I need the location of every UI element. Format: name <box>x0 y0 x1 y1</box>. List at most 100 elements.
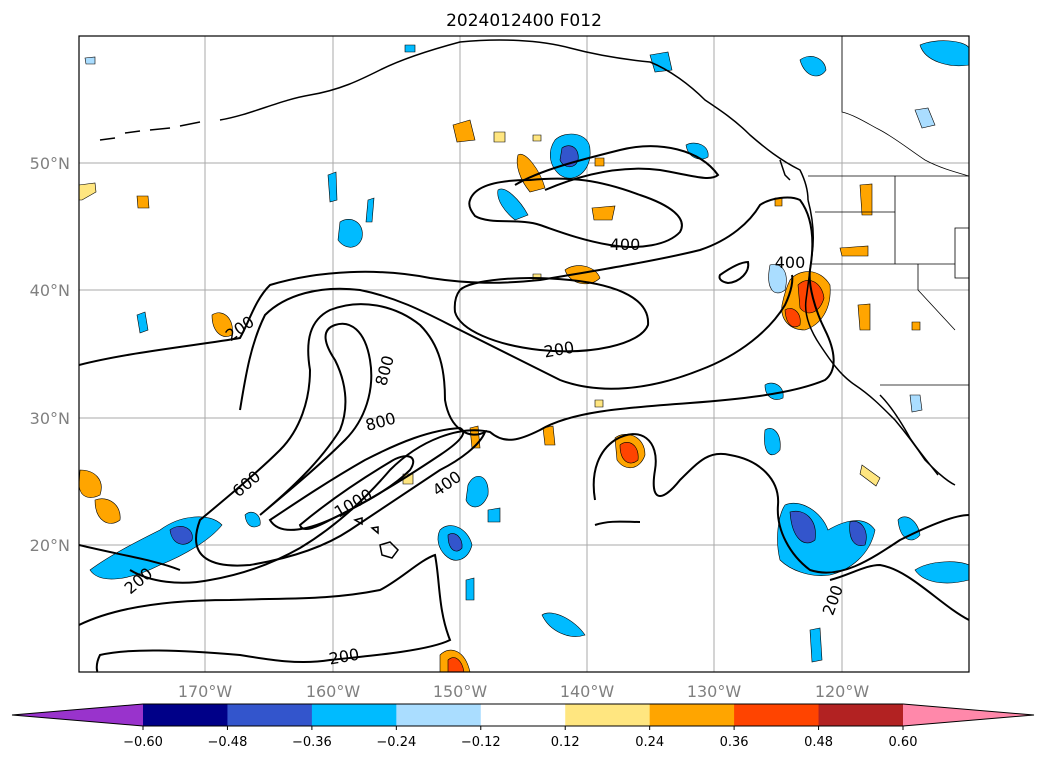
negative-anomaly-region <box>919 40 969 66</box>
contour-600 <box>195 303 487 567</box>
lon-label: 140°W <box>560 682 615 701</box>
contour-200-east-lower <box>594 520 969 621</box>
negative-anomaly-region <box>809 627 823 663</box>
colorbar-swatch <box>649 704 735 726</box>
colorbar-swatch <box>396 704 482 726</box>
positive-anomaly-region <box>839 245 869 257</box>
colorbar-swatch <box>227 704 313 726</box>
positive-anomaly-core <box>619 441 639 464</box>
negative-anomaly-core <box>169 526 193 545</box>
colorbar-tick-label: 0.24 <box>635 735 664 750</box>
positive-anomaly-region <box>136 195 150 209</box>
positive-anomaly-region <box>859 464 881 487</box>
negative-anomaly-region <box>404 44 416 53</box>
colorbar-swatch <box>480 704 566 726</box>
positive-anomaly-region <box>516 153 546 193</box>
contour-400-east <box>718 260 750 285</box>
negative-anomaly-region <box>365 197 375 223</box>
negative-anomaly-region <box>465 577 475 601</box>
negative-anomaly-region <box>914 561 969 584</box>
plot-area: 200 400 600 800 800 1000 400 200 400 200… <box>79 36 969 672</box>
lon-label: 160°W <box>306 682 361 701</box>
lon-label: 170°W <box>178 682 233 701</box>
alaska-coast <box>219 39 809 201</box>
positive-anomaly-region <box>532 134 542 142</box>
contour-label: 400 <box>775 253 806 272</box>
plot-frame <box>78 35 970 673</box>
negative-anomaly-region <box>649 51 673 73</box>
negative-anomaly-core <box>789 510 816 544</box>
negative-anomaly-region <box>244 511 261 528</box>
lat-label: 40°N <box>30 281 70 300</box>
aleutian-island <box>99 121 201 141</box>
positive-anomaly-core <box>447 657 465 672</box>
lon-label: 120°W <box>815 682 870 701</box>
negative-anomaly-region <box>799 56 827 77</box>
positive-anomaly-region <box>594 399 604 408</box>
colorbar-tick-label: −0.12 <box>461 735 501 750</box>
negative-anomaly-region <box>337 218 363 248</box>
colorbar-tick-label: −0.36 <box>292 735 332 750</box>
colorbar-swatch <box>143 704 228 726</box>
contour-label: 400 <box>610 235 641 254</box>
negative-anomaly-region <box>914 107 936 129</box>
positive-anomaly-region <box>452 119 476 143</box>
lon-label: 130°W <box>687 682 742 701</box>
positive-anomaly-region <box>79 469 102 498</box>
colorbar-swatch <box>311 704 397 726</box>
negative-anomaly-region <box>84 56 96 65</box>
lat-label: 50°N <box>30 154 70 173</box>
contour-800-a <box>259 322 373 516</box>
negative-anomaly-region <box>764 428 781 455</box>
contour-200-south <box>79 553 452 672</box>
negative-anomaly-region <box>497 188 529 221</box>
colorbar-tick-label: 0.60 <box>889 735 918 750</box>
negative-anomaly-region <box>327 171 338 203</box>
positive-anomaly-region <box>94 498 121 524</box>
colorbar-extend-high <box>903 704 1034 726</box>
contour-200-southern <box>79 544 181 571</box>
negative-anomaly-region <box>541 612 586 637</box>
colorbar-tick-label: −0.48 <box>208 735 248 750</box>
negative-anomaly-core <box>447 533 463 552</box>
colorbar-extend-low <box>12 704 143 726</box>
hawaii-island <box>379 541 399 559</box>
longitude-axis: 170°W 160°W 150°W 140°W 130°W 120°W <box>178 682 870 701</box>
negative-anomaly-core <box>849 520 867 546</box>
positive-anomaly-region <box>79 182 97 201</box>
colorbar: −0.60 −0.48 −0.36 −0.24 −0.12 0.12 0.24 0.36 0.4… <box>11 703 1035 750</box>
contour-400-upper <box>468 177 683 248</box>
colorbar-tick-label: 0.12 <box>551 735 580 750</box>
contour-1000 <box>298 455 415 531</box>
contour-200-inner <box>453 277 650 353</box>
positive-anomaly-region <box>591 205 616 221</box>
positive-anomaly-region <box>859 183 873 216</box>
positive-anomaly-region <box>493 131 506 143</box>
positive-anomaly-region <box>911 321 921 331</box>
colorbar-tick-label: 0.36 <box>720 735 749 750</box>
california-nevada-border <box>917 264 956 331</box>
lat-label: 30°N <box>30 409 70 428</box>
positive-anomaly-region <box>594 157 605 167</box>
negative-anomaly-region <box>768 264 787 294</box>
island-bc-coast <box>779 159 791 181</box>
positive-anomaly-region <box>211 312 233 337</box>
negative-anomaly-region <box>909 394 923 413</box>
lat-label: 20°N <box>30 536 70 555</box>
contour-lines <box>79 145 969 672</box>
contour-400-ridge <box>514 145 720 191</box>
colorbar-tick-label: 0.48 <box>804 735 833 750</box>
positive-anomaly-core <box>784 308 801 328</box>
colorbar-swatch <box>565 704 651 726</box>
latitude-axis: 50°N 40°N 30°N 20°N <box>30 154 70 555</box>
negative-anomaly-region <box>487 507 501 523</box>
map-title: 2024012400 F012 <box>446 11 602 31</box>
negative-anomaly-region <box>465 476 489 508</box>
contour-200-outer <box>79 196 835 584</box>
positive-anomaly-region <box>542 425 556 446</box>
alaska-canada-border <box>841 36 969 177</box>
coastlines <box>99 39 956 559</box>
hawaii-island <box>353 517 379 535</box>
colorbar-tick-label: −0.24 <box>376 735 416 750</box>
colorbar-swatch <box>734 704 820 726</box>
